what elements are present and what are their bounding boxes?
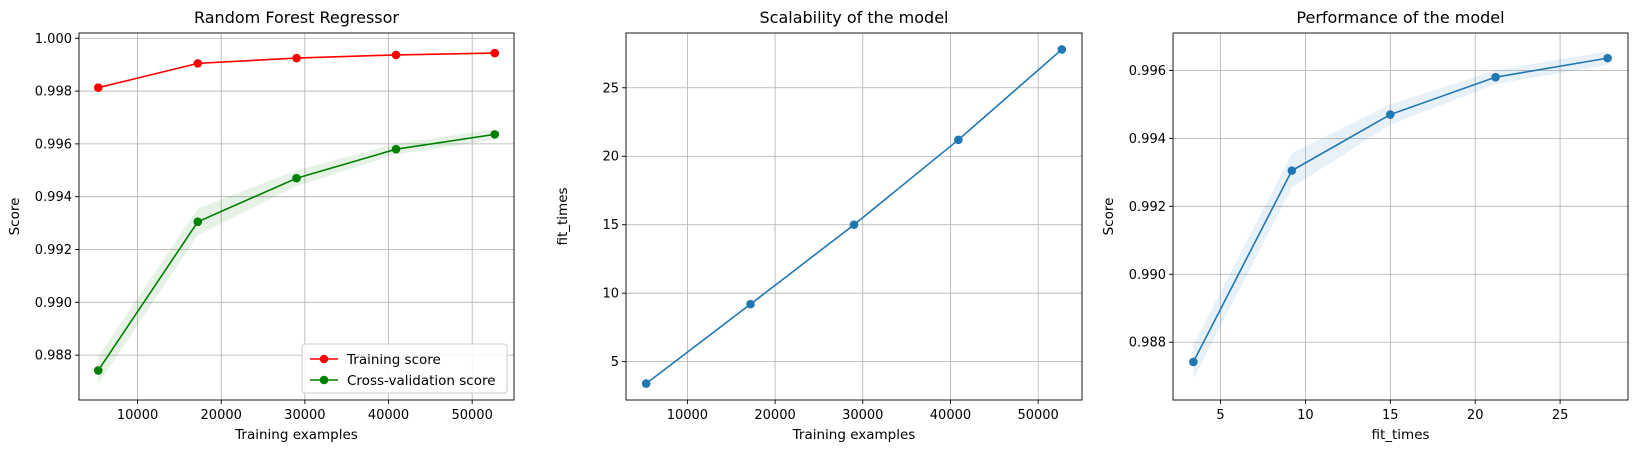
- x-tick-label: 20: [1467, 408, 1484, 423]
- x-tick-label: 10000: [667, 408, 708, 423]
- y-tick-label: 0.988: [35, 349, 72, 364]
- x-tick-label: 40000: [368, 408, 409, 423]
- y-tick-label: 0.996: [1129, 64, 1166, 79]
- y-tick-label: 0.992: [1129, 200, 1166, 215]
- chart-scalability-of-the-model: 10000 20000 30000 40000 50000 5 10 15 20 25 Scalab…: [555, 8, 1083, 443]
- y-tick-label: 0.992: [35, 243, 72, 258]
- legend: Training score Cross-validation score: [301, 343, 508, 394]
- x-tick-label: 10: [1297, 408, 1314, 423]
- chart-title: Random Forest Regressor: [194, 8, 399, 27]
- legend-box: [301, 343, 508, 394]
- x-tick-label: 50000: [451, 408, 492, 423]
- series-1-point: [746, 299, 755, 309]
- series-1-point: [1386, 110, 1395, 119]
- x-tick-label: 25: [1552, 408, 1569, 423]
- chart-title: Scalability of the model: [760, 8, 949, 27]
- x-axis-label: Training examples: [234, 427, 358, 443]
- y-tick-label: 1.000: [35, 32, 72, 47]
- legend-label-training-score: Training score: [346, 352, 441, 368]
- axes-frame: [1172, 32, 1629, 401]
- training-score-point: [391, 50, 401, 60]
- y-tick-label: 5: [611, 355, 619, 370]
- training-score-point: [193, 59, 203, 68]
- cross-validation-score-point: [490, 130, 500, 139]
- chart-random-forest-regressor: 10000 20000 30000 40000 50000 0.988 0.990 0.992…: [7, 8, 515, 443]
- legend-marker-cross-validation-score: [319, 375, 329, 385]
- y-tick-label: 0.994: [35, 190, 72, 205]
- x-tick-label: 50000: [1017, 408, 1058, 423]
- y-tick-label: 0.994: [1129, 132, 1166, 147]
- y-tick-label: 20: [602, 150, 619, 165]
- x-tick-label: 40000: [930, 408, 971, 423]
- y-axis-label: Score: [7, 198, 23, 236]
- y-axis-label: Score: [1101, 198, 1117, 236]
- cross-validation-score-point: [391, 144, 401, 154]
- series-1-band: [1193, 51, 1608, 379]
- series-1-point: [1189, 357, 1198, 367]
- y-tick-label: 15: [602, 218, 619, 233]
- x-tick-label: 20000: [201, 408, 242, 423]
- x-tick-label: 5: [1216, 408, 1224, 423]
- x-axis-label: fit_times: [1371, 427, 1429, 443]
- y-tick-label: 25: [602, 81, 619, 96]
- series-1-point: [1603, 53, 1612, 63]
- y-tick-label: 10: [602, 287, 619, 302]
- series-1-point: [849, 220, 859, 230]
- training-score-point: [93, 83, 103, 92]
- cross-validation-score-point: [193, 217, 203, 227]
- y-tick-label: 0.996: [35, 137, 72, 152]
- axes-frame: [78, 32, 515, 401]
- legend-marker-training-score: [319, 354, 329, 364]
- series-1-point: [641, 379, 651, 388]
- training-score-point: [292, 53, 301, 63]
- y-tick-label: 0.990: [1129, 268, 1166, 283]
- series-1-point: [954, 135, 963, 145]
- x-tick-label: 15: [1382, 408, 1399, 423]
- chart-performance-of-the-model: 5 10 15 20 25 0.988 0.990 0.992 0.994 0.996 Perfor…: [1101, 8, 1629, 443]
- x-axis-label: Training examples: [792, 427, 916, 443]
- legend-label-cross-validation-score: Cross-validation score: [347, 373, 496, 389]
- y-axis-label: fit_times: [555, 187, 571, 245]
- series-1-point: [1057, 45, 1067, 54]
- y-tick-label: 0.988: [1129, 336, 1166, 351]
- x-tick-label: 20000: [754, 408, 795, 423]
- training-score-point: [490, 48, 500, 58]
- y-tick-label: 0.998: [35, 85, 72, 100]
- y-tick-label: 0.990: [35, 296, 72, 311]
- series-1-point: [1287, 166, 1297, 175]
- chart-title: Performance of the model: [1296, 8, 1504, 27]
- x-tick-label: 30000: [284, 408, 325, 423]
- axes-frame: [625, 32, 1083, 401]
- cross-validation-score-point: [93, 366, 103, 375]
- x-tick-label: 30000: [842, 408, 883, 423]
- series-1-point: [1491, 72, 1500, 82]
- x-tick-label: 10000: [117, 408, 158, 423]
- cross-validation-score-point: [292, 173, 301, 183]
